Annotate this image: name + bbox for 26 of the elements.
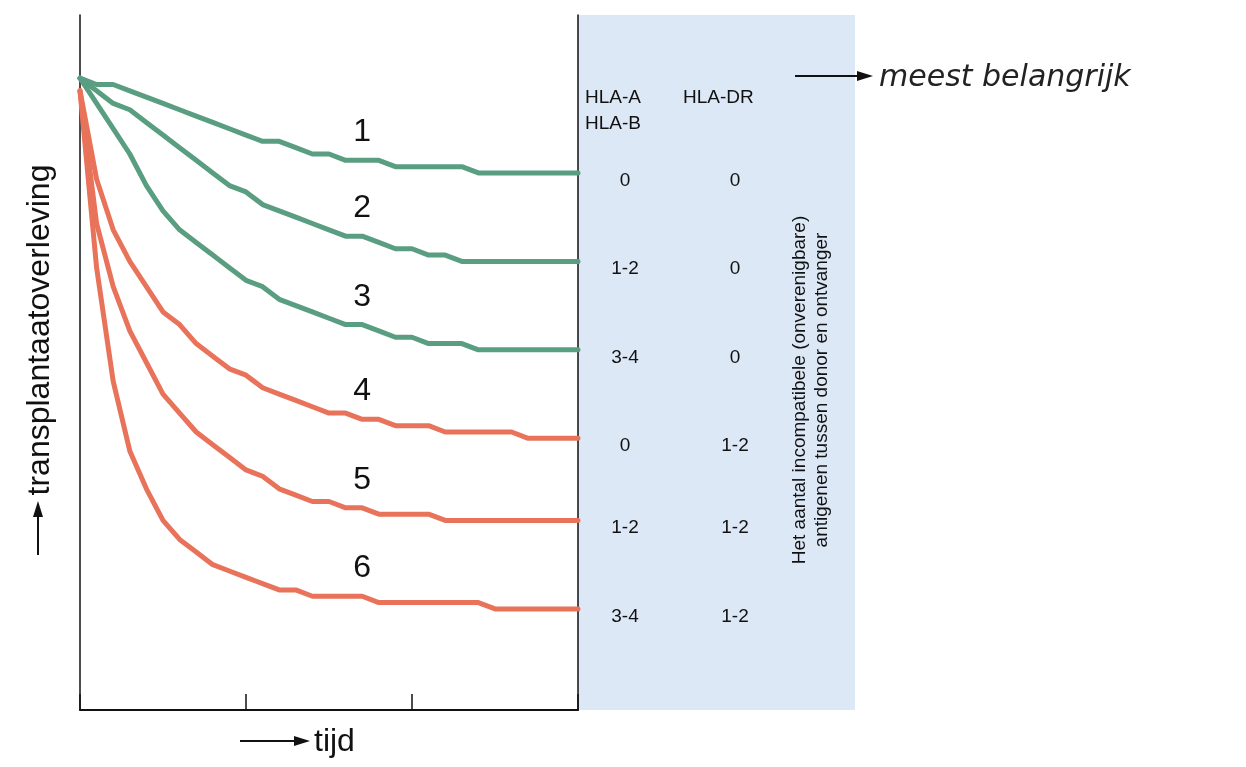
text: 0 xyxy=(618,434,632,457)
text: HLA-DR xyxy=(683,86,754,108)
series-label: 5 xyxy=(353,459,372,496)
y-axis-title: transplantaatoverleving xyxy=(19,164,57,496)
x-axis-title: tijd xyxy=(314,722,355,759)
text: 0 xyxy=(728,168,742,191)
text: antigenen tussen donor en ontvanger xyxy=(810,231,832,550)
series-label: 4 xyxy=(353,371,372,408)
text: Het aantal incompatibele (onverenigbare) xyxy=(788,214,810,567)
text: 0 xyxy=(728,345,742,368)
series-label: 6 xyxy=(353,548,372,585)
text: 1-2 xyxy=(610,516,640,539)
text: 0 xyxy=(618,168,632,191)
text: 3-4 xyxy=(610,345,640,368)
text: HLA-B xyxy=(585,112,641,134)
text: 1-2 xyxy=(720,516,750,539)
series-label: 3 xyxy=(353,276,372,313)
text: 3-4 xyxy=(610,604,640,627)
series-label: 1 xyxy=(353,112,372,149)
series-label: 2 xyxy=(353,188,372,225)
text: 1-2 xyxy=(720,604,750,627)
text: 1-2 xyxy=(610,257,640,280)
text: 0 xyxy=(728,257,742,280)
text: HLA-A xyxy=(585,86,641,108)
text: 1-2 xyxy=(720,434,750,457)
text: meest belangrijk xyxy=(879,58,1131,93)
